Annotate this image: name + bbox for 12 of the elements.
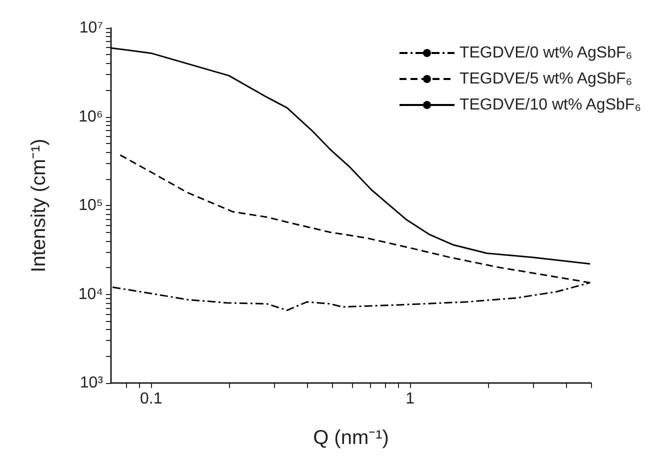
x-tick-label: 0.1 bbox=[140, 390, 162, 408]
y-tick-label: 10⁷ bbox=[79, 20, 104, 36]
y-tick-label: 10⁶ bbox=[78, 108, 103, 126]
y-tick-label: 10³ bbox=[80, 374, 104, 392]
legend-label: TEGDVE/10 wt% AgSbF₆ bbox=[459, 96, 642, 114]
x-axis-title: Q (nm⁻¹) bbox=[313, 427, 389, 449]
y-tick-label: 10⁵ bbox=[78, 197, 103, 214]
y-tick-label: 10⁴ bbox=[78, 286, 104, 303]
y-axis-title: Intensity (cm⁻¹) bbox=[28, 138, 50, 272]
legend-label: TEGDVE/0 wt% AgSbF₆ bbox=[459, 44, 632, 62]
legend-label: TEGDVE/5 wt% AgSbF₆ bbox=[459, 70, 632, 88]
x-tick-label: 1 bbox=[406, 390, 415, 408]
